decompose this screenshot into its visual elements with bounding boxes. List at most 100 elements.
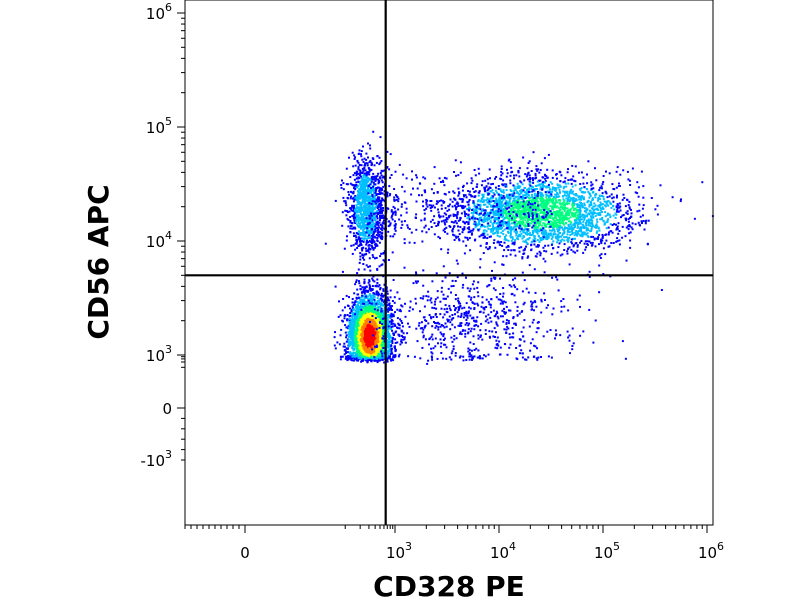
event-dot xyxy=(346,235,348,238)
event-dot xyxy=(375,315,378,318)
event-dot xyxy=(349,336,352,339)
event-dot xyxy=(380,294,382,297)
event-dot xyxy=(369,199,372,201)
event-dot xyxy=(361,310,364,313)
event-dot xyxy=(382,328,385,331)
event-dot xyxy=(359,311,362,314)
event-dot xyxy=(346,319,349,322)
event-dot xyxy=(401,336,404,338)
event-dot xyxy=(368,173,371,176)
event-dot xyxy=(389,341,391,343)
event-dot xyxy=(355,310,358,313)
event-dot xyxy=(344,209,347,212)
event-dot xyxy=(371,338,374,341)
event-dot xyxy=(373,324,376,327)
event-dot xyxy=(357,214,360,217)
event-dot xyxy=(359,351,362,354)
event-dot xyxy=(381,214,384,217)
event-dot xyxy=(373,353,376,356)
event-dot xyxy=(358,234,361,236)
event-dot xyxy=(388,304,391,307)
event-dot xyxy=(360,319,363,322)
event-dot xyxy=(349,356,352,359)
event-dot xyxy=(348,318,351,321)
event-dot xyxy=(377,318,380,321)
event-dot xyxy=(347,305,350,307)
event-dot xyxy=(351,359,354,362)
event-dot xyxy=(388,346,391,348)
event-dot xyxy=(392,359,395,362)
event-dot xyxy=(358,338,361,341)
event-dot xyxy=(368,204,371,207)
event-dot xyxy=(369,285,372,288)
event-dot xyxy=(334,331,336,334)
event-dot xyxy=(351,312,354,314)
event-dot xyxy=(368,347,371,350)
event-dot xyxy=(431,306,434,309)
event-dot xyxy=(388,324,391,327)
event-dot xyxy=(355,347,358,350)
event-dot xyxy=(354,342,357,345)
event-dot xyxy=(349,330,352,333)
event-dot xyxy=(387,350,389,353)
event-dot xyxy=(359,252,362,255)
event-dot xyxy=(349,344,351,347)
event-dot xyxy=(350,326,353,329)
event-dot xyxy=(348,156,350,159)
event-dot xyxy=(350,333,353,336)
event-dot xyxy=(355,174,358,177)
event-dot xyxy=(376,244,379,247)
event-dot xyxy=(365,359,368,362)
event-dot xyxy=(337,315,340,318)
event-dot xyxy=(358,301,361,304)
event-dot xyxy=(365,322,368,325)
event-dot xyxy=(363,210,365,213)
event-dot xyxy=(333,336,336,339)
event-dot xyxy=(352,315,355,317)
event-dot xyxy=(373,280,376,283)
event-dot xyxy=(382,309,385,312)
event-dot xyxy=(379,357,382,360)
event-dot xyxy=(374,285,377,287)
event-dot xyxy=(370,288,373,290)
event-dot xyxy=(370,289,372,292)
event-dot xyxy=(376,211,379,214)
event-dot xyxy=(357,180,360,183)
event-dot xyxy=(351,333,354,336)
event-dot xyxy=(360,353,363,356)
event-dot xyxy=(363,330,366,333)
event-dot xyxy=(378,356,381,359)
event-dot xyxy=(372,294,375,297)
event-dot xyxy=(360,333,363,335)
event-dot xyxy=(377,319,380,322)
event-dot xyxy=(364,348,367,351)
event-dot xyxy=(371,317,374,319)
event-dot xyxy=(362,198,364,201)
event-dot xyxy=(347,333,350,336)
event-dot xyxy=(388,356,391,359)
event-dot xyxy=(352,320,355,323)
event-dot xyxy=(359,339,362,342)
event-dot xyxy=(357,161,360,164)
event-dot xyxy=(369,269,372,272)
event-dot xyxy=(364,286,367,289)
event-dot xyxy=(389,315,391,317)
event-dot xyxy=(388,302,391,305)
event-dot xyxy=(371,285,374,287)
event-dot xyxy=(372,233,375,236)
event-dot xyxy=(362,294,365,297)
event-dot xyxy=(362,183,364,186)
event-dot xyxy=(376,292,379,295)
event-dot xyxy=(349,352,352,355)
event-dot xyxy=(383,316,386,318)
event-dot xyxy=(380,314,383,317)
event-dot xyxy=(376,339,379,342)
event-dot xyxy=(369,241,372,243)
event-dot xyxy=(375,188,378,191)
event-dot xyxy=(356,300,359,303)
event-dot xyxy=(394,354,397,357)
event-dot xyxy=(354,300,357,303)
event-dot xyxy=(354,320,357,323)
event-dot xyxy=(355,355,358,358)
event-dot xyxy=(381,303,384,306)
